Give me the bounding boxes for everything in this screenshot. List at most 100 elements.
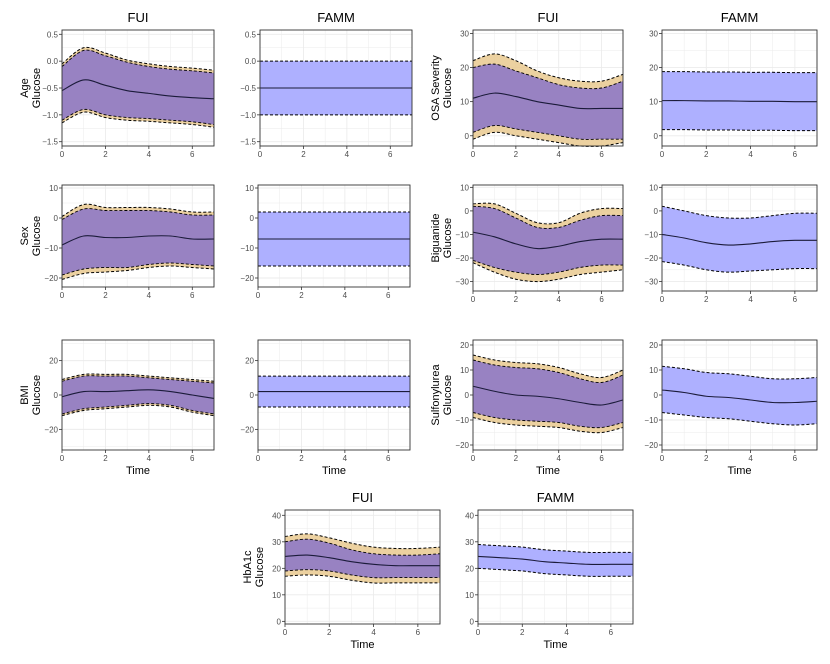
x-tick-label: 2: [299, 454, 304, 463]
mean-line: [661, 389, 818, 404]
fui-upper-outer-bound: [284, 533, 441, 550]
panel-border: [472, 29, 624, 147]
y-tick-label: 20: [272, 564, 281, 573]
y-tick-label: 40: [272, 511, 281, 520]
y-tick-label: −20: [240, 425, 254, 434]
panel-osa-famm: 0 2 4 6 0 10 20 30 FAMM: [649, 10, 818, 159]
x-tick-label: 4: [343, 291, 348, 300]
y-tick-label: −1.0: [42, 111, 58, 120]
fui-lower-inner-bound: [472, 125, 623, 140]
y-tick-label: 0: [654, 391, 659, 400]
x-tick-label: 2: [103, 291, 108, 300]
y-axis-label: SulfonylureaGlucose: [430, 364, 454, 426]
y-axis-label: OSA SeverityGlucose: [430, 55, 454, 121]
panel-border: [661, 184, 818, 292]
y-tick-label: −1.5: [42, 138, 58, 147]
panel-sulfonylurea-famm: 0 2 4 6 −20 −10 0 10 20 Time: [644, 339, 818, 477]
fui-upper-outer-bound: [61, 203, 215, 217]
famm-lower-bound: [477, 567, 633, 577]
mean-line: [284, 554, 440, 567]
y-tick-label: 10: [649, 183, 658, 192]
fui-upper-outer-bound: [472, 354, 624, 379]
mean-line: [661, 100, 818, 103]
panel-border: [472, 184, 624, 292]
x-tick-label: 2: [103, 454, 108, 463]
fui-lower-outer-bound: [472, 417, 624, 434]
y-tick-label: 0.0: [47, 57, 59, 66]
x-tick-label: 0: [60, 291, 65, 300]
y-tick-label: 0: [654, 207, 659, 216]
famm-upper-bound: [661, 71, 818, 74]
y-tick-label: 0: [470, 617, 475, 626]
panel-border: [477, 509, 634, 625]
y-tick-label: 0: [277, 617, 282, 626]
mean-line: [61, 79, 215, 100]
x-tick-label: 4: [556, 150, 561, 159]
y-tick-label: 0.0: [245, 57, 257, 66]
fui-inner-band: [473, 64, 623, 140]
x-tick-label: 4: [147, 454, 152, 463]
x-axis-label: Time: [543, 639, 567, 651]
famm-band: [478, 544, 633, 577]
y-tick-label: 0: [250, 391, 255, 400]
y-tick-label: 30: [649, 29, 658, 38]
x-tick-label: 0: [471, 150, 476, 159]
fui-upper-inner-bound: [61, 208, 215, 220]
x-tick-label: 0: [476, 628, 481, 637]
fui-upper-inner-bound: [472, 359, 624, 384]
y-tick-label: −10: [455, 230, 469, 239]
x-tick-label: 2: [514, 150, 519, 159]
x-tick-label: 2: [704, 454, 709, 463]
y-tick-label: 10: [460, 98, 469, 107]
y-tick-label: 10: [460, 366, 469, 375]
y-tick-label: 10: [49, 184, 58, 193]
y-tick-label: 10: [245, 184, 254, 193]
panel-sulfonylurea-fui: 0 2 4 6 −20 −10 0 10 20 Time SulfonylureaGlucose: [430, 339, 624, 477]
y-tick-label: −20: [44, 274, 58, 283]
fui-lower-inner-bound: [61, 262, 215, 276]
x-tick-label: 6: [599, 454, 604, 463]
x-tick-label: 4: [371, 628, 376, 637]
y-tick-label: −10: [44, 244, 58, 253]
y-tick-label: 10: [460, 183, 469, 192]
x-tick-label: 0: [471, 454, 476, 463]
fui-inner-band: [62, 375, 214, 414]
fui-upper-outer-bound: [61, 373, 215, 382]
x-tick-label: 6: [599, 295, 604, 304]
fui-upper-inner-bound: [61, 49, 215, 74]
y-tick-label: 0: [250, 214, 255, 223]
x-tick-label: 4: [748, 454, 753, 463]
y-axis-label: BMIGlucose: [19, 375, 43, 415]
x-tick-label: 2: [514, 454, 519, 463]
x-tick-label: 0: [660, 150, 665, 159]
x-tick-label: 4: [343, 454, 348, 463]
y-tick-label: −0.5: [42, 84, 58, 93]
famm-band: [662, 366, 817, 425]
y-tick-label: 20: [49, 357, 58, 366]
x-tick-label: 6: [190, 150, 195, 159]
x-tick-label: 2: [520, 628, 525, 637]
y-tick-label: −1.0: [240, 111, 256, 120]
fui-inner-band: [473, 360, 623, 428]
panel-border: [257, 184, 411, 288]
y-axis-label: SexGlucose: [19, 216, 43, 256]
x-tick-label: 4: [556, 295, 561, 304]
mean-line: [661, 233, 818, 246]
x-axis-label: Time: [727, 465, 751, 477]
fui-lower-outer-bound: [472, 131, 624, 147]
mean-line: [472, 231, 624, 250]
y-axis-label: AgeGlucose: [19, 68, 43, 108]
famm-lower-bound: [661, 412, 818, 426]
x-tick-label: 6: [190, 454, 195, 463]
y-tick-label: 10: [272, 591, 281, 600]
y-tick-label: 40: [465, 511, 474, 520]
x-tick-label: 6: [388, 150, 393, 159]
y-tick-label: 0: [465, 207, 470, 216]
fui-inner-band: [62, 208, 214, 275]
x-tick-label: 6: [599, 150, 604, 159]
y-tick-label: −20: [240, 274, 254, 283]
fui-upper-outer-bound: [61, 46, 215, 71]
x-tick-label: 6: [416, 628, 421, 637]
panel-sex-famm: 0 2 4 6 −20 −10 0 10: [240, 184, 411, 300]
x-tick-label: 2: [103, 150, 108, 159]
